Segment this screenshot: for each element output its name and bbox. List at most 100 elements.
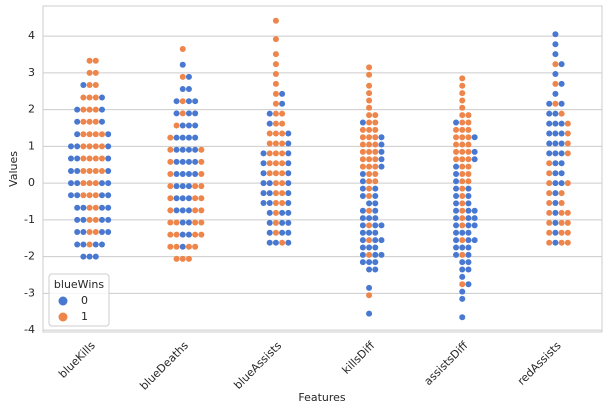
swarm-point xyxy=(67,155,74,162)
swarm-point xyxy=(80,168,87,175)
swarm-point xyxy=(279,140,286,147)
swarm-point xyxy=(359,156,366,163)
swarm-point xyxy=(179,231,186,238)
swarm-point xyxy=(546,140,553,147)
swarm-point xyxy=(465,148,472,155)
swarm-point xyxy=(366,266,373,273)
swarm-point xyxy=(179,207,186,214)
swarm-point xyxy=(266,199,273,206)
swarm-point xyxy=(552,41,559,48)
swarm-point xyxy=(173,146,180,153)
swarm-point xyxy=(366,97,373,104)
swarm-point xyxy=(192,183,199,190)
swarm-point xyxy=(92,106,99,113)
swarm-point xyxy=(80,94,87,101)
swarm-point xyxy=(185,231,192,238)
swarm-point xyxy=(459,207,466,214)
swarm-point xyxy=(92,180,99,187)
swarm-point xyxy=(179,195,186,202)
swarm-point xyxy=(279,180,286,187)
swarm-point xyxy=(179,243,186,250)
swarm-point xyxy=(366,119,373,126)
swarm-point xyxy=(564,229,571,236)
swarm-point xyxy=(185,134,192,141)
swarm-point xyxy=(459,237,466,244)
swarm-point xyxy=(359,237,366,244)
legend-title: blueWins xyxy=(54,278,104,291)
swarm-point xyxy=(465,119,472,126)
swarm-point xyxy=(272,100,279,107)
swarm-point xyxy=(192,243,199,250)
swarm-point xyxy=(173,255,180,262)
swarm-point xyxy=(459,178,466,185)
y-tick-label: 4 xyxy=(28,29,35,42)
swarm-point xyxy=(372,193,379,200)
swarm-point xyxy=(558,150,565,157)
swarm-point xyxy=(465,237,472,244)
swarm-point xyxy=(465,259,472,266)
swarm-point xyxy=(86,106,93,113)
swarm-point xyxy=(74,204,81,211)
swarm-point xyxy=(359,251,366,258)
swarm-point xyxy=(453,251,460,258)
swarm-point xyxy=(98,143,105,150)
swarm-point xyxy=(285,229,292,236)
swarm-point xyxy=(465,244,472,251)
swarm-point xyxy=(372,134,379,141)
swarm-point xyxy=(366,222,373,229)
swarm-point xyxy=(465,141,472,148)
swarm-point xyxy=(366,156,373,163)
swarm-point xyxy=(98,118,105,125)
swarm-point xyxy=(74,241,81,248)
swarm-point xyxy=(279,190,286,197)
x-tick-label: killsDiff xyxy=(340,339,378,377)
swarm-point xyxy=(552,219,559,226)
swarm-point xyxy=(279,110,286,117)
swarm-point xyxy=(67,180,74,187)
swarm-point xyxy=(366,82,373,89)
swarm-point xyxy=(552,170,559,177)
swarm-point xyxy=(558,219,565,226)
swarm-point xyxy=(92,204,99,211)
swarm-point xyxy=(459,251,466,258)
swarm-point xyxy=(471,222,478,229)
swarm-point xyxy=(564,120,571,127)
swarm-point xyxy=(372,141,379,148)
swarm-point xyxy=(98,229,105,236)
swarm-point xyxy=(185,243,192,250)
swarm-point xyxy=(179,134,186,141)
swarm-point xyxy=(359,119,366,126)
swarm-point xyxy=(366,251,373,258)
swarm-point xyxy=(546,130,553,137)
swarm-point xyxy=(359,148,366,155)
swarm-point xyxy=(167,183,174,190)
swarm-point xyxy=(272,36,279,43)
swarm-point xyxy=(552,61,559,68)
swarm-point xyxy=(279,199,286,206)
swarm-point xyxy=(266,219,273,226)
swarm-point xyxy=(546,120,553,127)
swarm-point xyxy=(366,292,373,299)
swarm-point xyxy=(80,192,87,199)
swarm-point xyxy=(378,148,385,155)
swarm-point xyxy=(459,163,466,170)
swarm-point xyxy=(366,178,373,185)
swarm-point xyxy=(552,190,559,197)
swarm-point xyxy=(366,71,373,78)
swarm-point xyxy=(459,104,466,111)
swarm-point xyxy=(372,156,379,163)
swarm-point xyxy=(453,215,460,222)
swarm-point xyxy=(378,251,385,258)
swarm-point xyxy=(192,170,199,177)
swarm-point xyxy=(552,140,559,147)
swarm-point xyxy=(86,82,93,89)
swarm-point xyxy=(471,134,478,141)
swarm-point xyxy=(552,51,559,58)
swarm-point xyxy=(74,168,81,175)
swarm-point xyxy=(459,314,466,321)
swarm-point xyxy=(67,192,74,199)
swarm-point xyxy=(80,82,87,89)
swarm-point xyxy=(558,170,565,177)
swarm-point xyxy=(198,158,205,165)
swarm-point xyxy=(552,239,559,246)
